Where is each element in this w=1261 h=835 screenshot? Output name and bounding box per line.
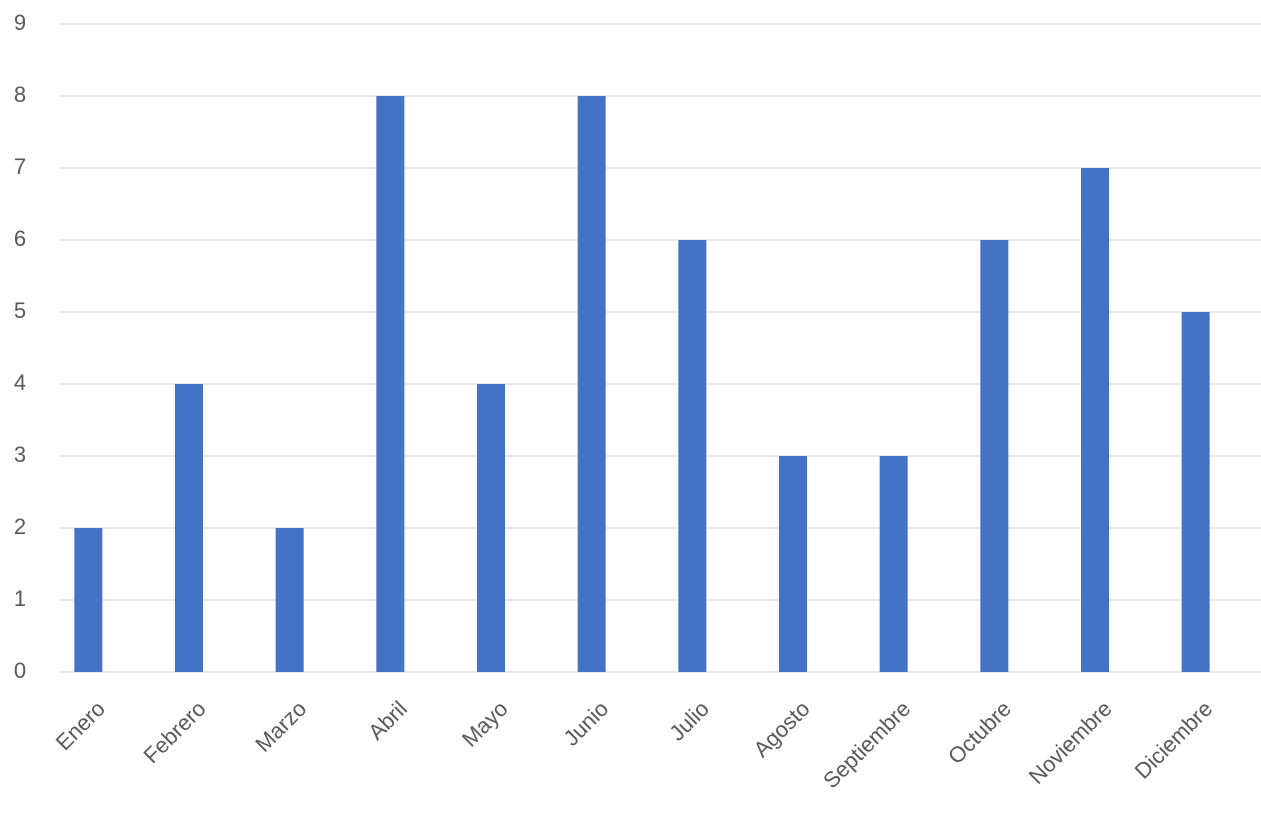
y-tick-label: 2 xyxy=(14,514,26,539)
bar xyxy=(1081,168,1109,672)
x-tick-label: Diciembre xyxy=(1130,696,1218,784)
x-tick-label: Junio xyxy=(558,696,613,751)
bar xyxy=(779,456,807,672)
bar xyxy=(74,528,103,672)
x-tick-label: Agosto xyxy=(749,696,815,762)
x-tick-label: Noviembre xyxy=(1024,696,1117,789)
y-tick-label: 9 xyxy=(14,10,26,35)
x-tick-label: Mayo xyxy=(457,696,513,752)
x-tick-label: Abril xyxy=(363,696,412,745)
y-tick-label: 1 xyxy=(14,586,26,611)
bar xyxy=(376,96,405,672)
y-tick-label: 0 xyxy=(14,658,26,683)
bar xyxy=(678,240,707,672)
x-tick-label: Febrero xyxy=(138,696,210,768)
y-tick-label: 6 xyxy=(14,226,26,251)
y-tick-label: 3 xyxy=(14,442,26,467)
y-tick-label: 7 xyxy=(14,154,26,179)
bar xyxy=(1181,312,1210,672)
x-tick-label: Octubre xyxy=(943,696,1016,769)
bar xyxy=(879,456,908,672)
bar xyxy=(275,528,304,672)
x-tick-label: Julio xyxy=(664,696,714,746)
x-tick-label: Enero xyxy=(51,696,110,755)
y-tick-label: 4 xyxy=(14,370,26,395)
x-tick-label: Marzo xyxy=(250,696,311,757)
y-tick-label: 8 xyxy=(14,82,26,107)
x-tick-label: Septiembre xyxy=(818,696,915,793)
bar xyxy=(477,384,505,672)
bar xyxy=(175,384,203,672)
bar xyxy=(577,96,606,672)
bar xyxy=(980,240,1009,672)
y-tick-label: 5 xyxy=(14,298,26,323)
